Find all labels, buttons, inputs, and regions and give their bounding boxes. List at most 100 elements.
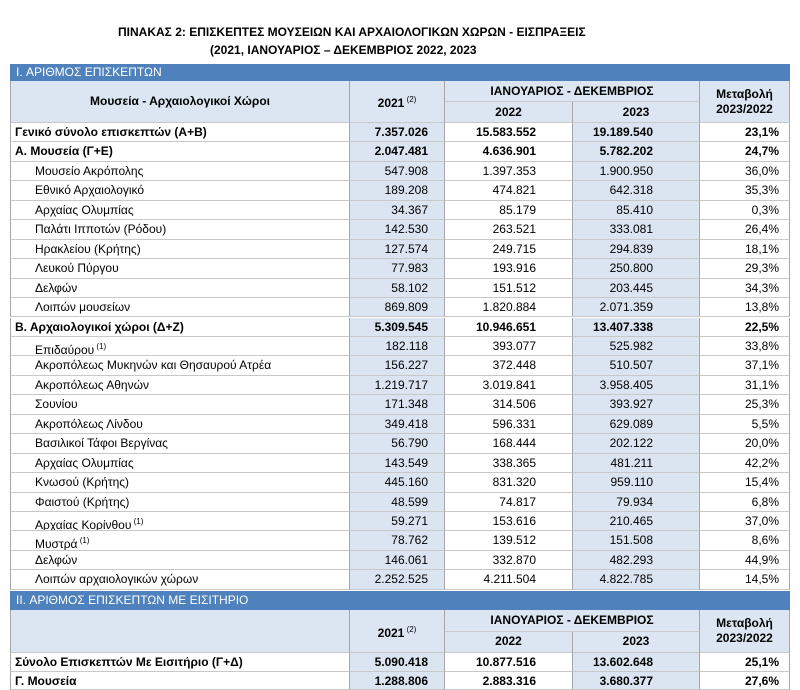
value-cell: 13.407.338 <box>573 318 700 337</box>
value-text: 15,4% <box>745 475 779 489</box>
header-2022: 2022 <box>445 632 573 654</box>
header-2021: 2021 (2) <box>350 610 445 653</box>
value-text: 5.309.545 <box>375 320 428 334</box>
value-text: 3.019.841 <box>483 378 536 392</box>
row-label: Παλάτι Ιπποτών (Ρόδου) <box>10 220 350 239</box>
value-text: 44,9% <box>745 553 779 567</box>
value-cell: 139.512 <box>445 531 573 550</box>
value-text: 23,1% <box>745 125 779 139</box>
value-cell: 79.934 <box>573 493 700 512</box>
title-line-1: ΠΙΝΑΚΑΣ 2: ΕΠΙΣΚΕΠΤΕΣ ΜΟΥΣΕΙΩΝ ΚΑΙ ΑΡΧΑΙ… <box>118 25 586 39</box>
header-2021-note: (2) <box>404 625 416 634</box>
value-text: 294.839 <box>610 242 653 256</box>
header-2023: 2023 <box>573 632 700 654</box>
value-text: 42,2% <box>745 456 779 470</box>
row-label: Σύνολο Επισκεπτών Με Εισιτήριο (Γ+Δ) <box>10 653 350 672</box>
value-cell: 4.822.785 <box>573 570 700 589</box>
header-2021-wrap: 2021 (2) <box>378 622 417 641</box>
row-label: Ηρακλείου (Κρήτης) <box>10 240 350 259</box>
value-cell: 2.047.481 <box>350 142 445 161</box>
value-text: 629.089 <box>610 417 653 431</box>
value-text: 146.061 <box>385 553 428 567</box>
value-cell: 5.090.418 <box>350 653 445 672</box>
row-label: Φαιστού (Κρήτης) <box>10 493 350 512</box>
header-period-text: ΙΑΝΟΥΑΡΙΟΣ - ΔΕΚΕΜΒΡΙΟΣ <box>490 84 653 99</box>
value-text: 168.444 <box>493 436 536 450</box>
value-cell: 24,7% <box>700 142 790 161</box>
header-2021: 2021 (2) <box>350 81 445 123</box>
value-text: 142.530 <box>385 222 428 236</box>
value-cell: 77.983 <box>350 259 445 278</box>
value-text: 13,8% <box>745 300 779 314</box>
value-text: 474.821 <box>493 183 536 197</box>
row-label-text: Επιδαύρου <box>35 343 94 356</box>
value-text: 193.916 <box>493 261 536 275</box>
row-label-text: Ακροπόλεως Αθηνών <box>35 378 149 392</box>
row-label-text: Σύνολο Επισκεπτών Με Εισιτήριο (Γ+Δ) <box>15 655 243 669</box>
value-cell: 372.448 <box>445 356 573 375</box>
value-cell: 48.599 <box>350 493 445 512</box>
value-cell: 294.839 <box>573 240 700 259</box>
value-cell: 20,0% <box>700 434 790 453</box>
row-label-text: Δελφών <box>35 553 77 567</box>
row-label-text: Γ. Μουσεία <box>15 674 77 688</box>
value-cell: 10.946.651 <box>445 318 573 337</box>
value-cell: 7.357.026 <box>350 123 445 142</box>
value-cell: 2.071.359 <box>573 298 700 317</box>
header-change-line: 2023/2022 <box>716 631 773 646</box>
value-text: 35,3% <box>745 183 779 197</box>
header-change-text: 2023/2022 <box>716 102 773 116</box>
row-label-text: Εθνικό Αρχαιολογικό <box>35 183 144 197</box>
header-change-text: Μεταβολή <box>716 616 773 630</box>
value-text: 85.410 <box>616 203 653 217</box>
header-2021-text: 2021 <box>378 626 405 640</box>
value-cell: 18,1% <box>700 240 790 259</box>
value-cell: 37,1% <box>700 356 790 375</box>
section-heading-text: I. ΑΡΙΘΜΟΣ ΕΠΙΣΚΕΠΤΩΝ <box>16 65 162 79</box>
row-label-text: Δελφών <box>35 281 77 295</box>
value-cell: 3.680.377 <box>573 672 700 690</box>
row-label-text: Λοιπών αρχαιολογικών χώρων <box>35 572 198 586</box>
value-text: 349.418 <box>385 417 428 431</box>
value-text: 10.946.651 <box>476 320 536 334</box>
value-cell: 332.870 <box>445 551 573 570</box>
value-cell: 36,0% <box>700 162 790 181</box>
row-label: Αρχαίας Ολυμπίας <box>10 201 350 220</box>
row-label: Α. Μουσεία (Γ+Ε) <box>10 142 350 161</box>
header-period: ΙΑΝΟΥΑΡΙΟΣ - ΔΕΚΕΜΒΡΙΟΣ <box>445 610 700 632</box>
value-cell: 5,5% <box>700 415 790 434</box>
value-text: 1.219.717 <box>375 378 428 392</box>
value-cell: 168.444 <box>445 434 573 453</box>
value-text: 77.983 <box>391 261 428 275</box>
row-note: (1) <box>131 517 143 526</box>
value-cell: 333.081 <box>573 220 700 239</box>
value-cell: 349.418 <box>350 415 445 434</box>
value-cell: 37,0% <box>700 512 790 531</box>
value-text: 74.817 <box>499 495 536 509</box>
row-label-text: Β. Αρχαιολογικοί χώροι (Δ+Ζ) <box>15 320 184 334</box>
value-cell: 143.549 <box>350 454 445 473</box>
value-cell: 34.367 <box>350 201 445 220</box>
value-cell: 547.908 <box>350 162 445 181</box>
row-label: Λευκού Πύργου <box>10 259 350 278</box>
row-label-text: Μουσείο Ακρόπολης <box>35 164 143 178</box>
header-2021-note: (2) <box>404 95 416 104</box>
value-cell: 263.521 <box>445 220 573 239</box>
section-heading: I. ΑΡΙΘΜΟΣ ΕΠΙΣΚΕΠΤΩΝ <box>10 64 790 81</box>
value-text: 143.549 <box>385 456 428 470</box>
value-cell: 210.465 <box>573 512 700 531</box>
value-text: 33,8% <box>745 339 779 353</box>
value-cell: 31,1% <box>700 376 790 395</box>
value-cell: 1.288.806 <box>350 672 445 690</box>
row-label: Σουνίου <box>10 395 350 414</box>
value-text: 58.102 <box>391 281 428 295</box>
value-text: 151.508 <box>610 533 653 547</box>
value-text: 333.081 <box>610 222 653 236</box>
value-text: 56.790 <box>391 436 428 450</box>
value-cell: 127.574 <box>350 240 445 259</box>
value-text: 18,1% <box>745 242 779 256</box>
value-text: 2.252.525 <box>375 572 428 586</box>
value-cell: 25,3% <box>700 395 790 414</box>
